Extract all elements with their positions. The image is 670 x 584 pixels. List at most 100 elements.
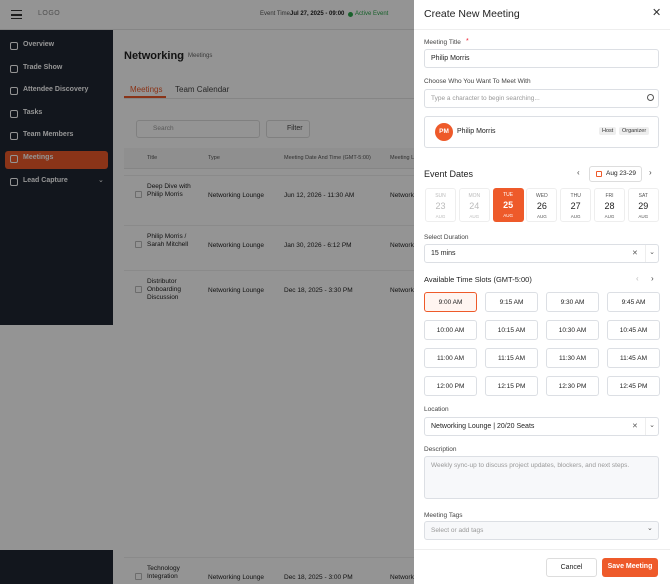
close-button[interactable]: ✕ xyxy=(652,7,662,19)
sidebar-item[interactable]: Attendee Discovery xyxy=(23,86,89,93)
time-slot[interactable]: 11:00 AM xyxy=(424,348,477,368)
day-card[interactable]: FRI 28 AUG xyxy=(594,188,625,222)
time-slot[interactable]: 11:15 AM xyxy=(485,348,538,368)
next-week[interactable]: › xyxy=(649,168,652,177)
time-slot-label: 12:15 PM xyxy=(497,383,526,390)
input-placeholder: Weekly sync-up to discuss project update… xyxy=(431,462,630,469)
logo: LOGO xyxy=(38,10,61,17)
day-number: 25 xyxy=(503,200,514,210)
search-box[interactable]: Search xyxy=(136,120,260,138)
time-slot[interactable]: 10:00 AM xyxy=(424,320,477,340)
sidebar-icon xyxy=(10,110,18,118)
sidebar-icon xyxy=(10,132,18,140)
time-slot[interactable]: 12:00 PM xyxy=(424,376,477,396)
clear-icon: ✕ xyxy=(632,423,638,430)
time-slot-label: 10:15 AM xyxy=(497,327,526,334)
table-header xyxy=(124,148,414,169)
attendee-search[interactable]: Type a character to begin searching... xyxy=(424,89,659,108)
menu-icon[interactable] xyxy=(11,10,22,19)
day-number: 28 xyxy=(604,201,615,211)
table-cell: Dec 18, 2025 - 3:00 PM xyxy=(284,574,353,581)
time-slot[interactable]: 10:15 AM xyxy=(485,320,538,340)
sidebar-item[interactable]: Overview xyxy=(23,41,55,48)
row-checkbox[interactable] xyxy=(135,573,142,580)
column-header: Type xyxy=(208,155,220,161)
select-value: 15 mins xyxy=(431,250,456,257)
sidebar-item[interactable]: Team Members xyxy=(23,131,74,138)
day-card[interactable]: THU 27 AUG xyxy=(560,188,592,222)
row-divider xyxy=(124,225,414,226)
time-slot[interactable]: 9:15 AM xyxy=(485,292,538,312)
day-of-week: FRI xyxy=(605,193,614,199)
status-dot xyxy=(348,12,353,17)
time-slot[interactable]: 12:15 PM xyxy=(485,376,538,396)
time-slot[interactable]: 10:45 AM xyxy=(607,320,660,340)
filter-button[interactable]: Filter xyxy=(266,120,310,138)
table-cell: Technology Integration xyxy=(147,565,180,580)
tab-line xyxy=(124,98,414,99)
table-cell: Philip Morris / Sarah Mitchell xyxy=(147,233,189,248)
time-slot-label: 10:45 AM xyxy=(619,327,648,334)
title-input[interactable]: Philip Morris xyxy=(424,49,659,68)
row-checkbox[interactable] xyxy=(135,286,142,293)
sidebar-item[interactable]: Lead Capture xyxy=(23,177,68,184)
save-button[interactable]: Save Meeting xyxy=(602,558,658,577)
time-slot[interactable]: 9:30 AM xyxy=(546,292,599,312)
time-slot[interactable]: 9:00 AM xyxy=(424,292,477,312)
time-slot[interactable]: 9:45 AM xyxy=(607,292,660,312)
row-checkbox[interactable] xyxy=(135,191,142,198)
side-panel: Create New Meeting ✕ Meeting Title * Philip … xyxy=(414,0,670,584)
duration-select[interactable]: 15 mins ✕ ⌄ xyxy=(424,244,659,263)
field-label: Description xyxy=(424,446,457,453)
time-slot-label: 9:30 AM xyxy=(560,299,585,306)
prev-week[interactable]: ‹ xyxy=(577,168,580,177)
day-month: AUG xyxy=(469,214,480,219)
time-slot[interactable]: 12:45 PM xyxy=(607,376,660,396)
select-value: Networking Lounge | 20/20 Seats xyxy=(431,423,535,430)
tab-active[interactable]: Meetings xyxy=(130,85,163,94)
day-card[interactable]: SUN 23 AUG xyxy=(425,188,456,222)
time-slot[interactable]: 11:45 AM xyxy=(607,348,660,368)
table-cell: Deep Dive with Philip Morris xyxy=(147,183,191,198)
cancel-button[interactable]: Cancel xyxy=(546,558,597,577)
day-card[interactable]: MON 24 AUG xyxy=(458,188,490,222)
day-card[interactable]: TUE 25 AUG xyxy=(492,188,524,222)
time-slot[interactable]: 12:30 PM xyxy=(546,376,599,396)
day-of-week: MON xyxy=(468,193,481,199)
time-slot-label: 11:45 AM xyxy=(620,355,647,362)
day-card[interactable]: SAT 29 AUG xyxy=(627,188,659,222)
sidebar-item[interactable]: Tasks xyxy=(23,109,43,116)
day-of-week: SAT xyxy=(638,193,648,199)
date-range[interactable]: Aug 23-29 xyxy=(589,166,642,182)
field-label: Choose Who You Want To Meet With xyxy=(424,78,531,85)
day-card[interactable]: WED 26 AUG xyxy=(526,188,558,222)
table-cell: Distributor Onboarding Discussion xyxy=(147,278,181,301)
description-input[interactable]: Weekly sync-up to discuss project update… xyxy=(424,456,659,499)
sidebar-item[interactable]: Meetings xyxy=(23,154,54,161)
time-slot[interactable]: 10:30 AM xyxy=(546,320,599,340)
day-of-week: SUN xyxy=(435,193,446,199)
time-slot[interactable]: 11:30 AM xyxy=(546,348,599,368)
event-status: Active Event xyxy=(355,11,389,17)
attendee-name: Philip Morris xyxy=(457,128,496,135)
row-checkbox[interactable] xyxy=(135,241,142,248)
slot-next[interactable]: › xyxy=(651,274,654,283)
button-label: Cancel xyxy=(560,564,583,571)
time-slot-label: 11:15 AM xyxy=(498,355,525,362)
date-range-label: Aug 23-29 xyxy=(606,170,636,177)
time-slot-label: 12:45 PM xyxy=(619,383,648,390)
tab[interactable]: Team Calendar xyxy=(175,85,230,94)
sidebar-item[interactable]: Trade Show xyxy=(23,64,63,71)
event-time-label: Event Time xyxy=(260,11,291,17)
dropdown-icon: ⌄ xyxy=(647,525,653,532)
time-slot-label: 10:30 AM xyxy=(558,327,587,334)
avatar: PM xyxy=(435,123,453,141)
tags-select[interactable]: Select or add tags ⌄ xyxy=(424,521,659,540)
location-select[interactable]: Networking Lounge | 20/20 Seats ✕ ⌄ xyxy=(424,417,659,436)
slot-prev[interactable]: ‹ xyxy=(636,274,639,283)
day-month: AUG xyxy=(537,214,547,219)
table-cell: Jan 30, 2026 - 6:12 PM xyxy=(284,242,352,249)
menu-icon-mid xyxy=(11,14,22,16)
row-divider xyxy=(124,557,414,558)
dropdown-icon: ⌄ xyxy=(645,245,658,262)
